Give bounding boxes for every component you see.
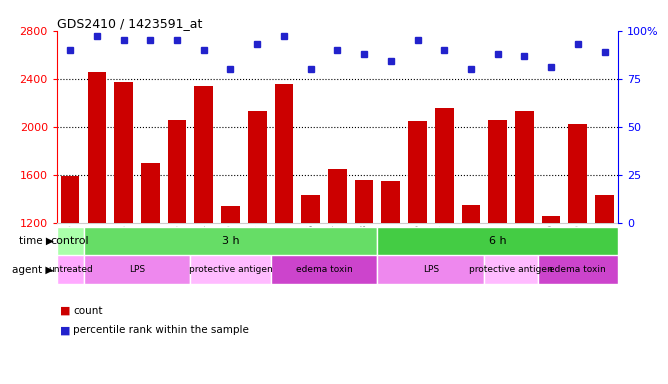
Bar (114, 82, 133, 367)
Bar (488, 119, 507, 367)
Bar (381, 181, 400, 367)
Bar (542, 215, 560, 367)
Bar (408, 121, 427, 367)
Text: percentile rank within the sample: percentile rank within the sample (73, 325, 249, 335)
Bar (301, 195, 320, 367)
Bar (595, 195, 614, 367)
Text: ■: ■ (60, 306, 71, 316)
Bar (221, 206, 240, 367)
Text: LPS: LPS (423, 265, 439, 274)
Bar (377, 255, 484, 284)
Bar (271, 255, 377, 284)
Bar (538, 255, 618, 284)
Bar (57, 255, 84, 284)
Bar (61, 176, 79, 367)
Text: edema toxin: edema toxin (296, 265, 352, 274)
Bar (194, 86, 213, 367)
Bar (88, 71, 106, 367)
Bar (84, 255, 190, 284)
Bar (141, 163, 160, 367)
Bar (435, 108, 454, 367)
Bar (355, 180, 373, 367)
Text: time ▶: time ▶ (19, 236, 53, 246)
Bar (248, 111, 267, 367)
Bar (568, 124, 587, 367)
Bar (57, 227, 84, 255)
Bar (168, 119, 186, 367)
Text: agent ▶: agent ▶ (12, 265, 53, 275)
Text: count: count (73, 306, 103, 316)
Bar (515, 111, 534, 367)
Text: protective antigen: protective antigen (469, 265, 553, 274)
Bar (275, 84, 293, 367)
Bar (484, 255, 538, 284)
Text: LPS: LPS (129, 265, 145, 274)
Text: untreated: untreated (48, 265, 92, 274)
Bar (328, 169, 347, 367)
Text: control: control (51, 236, 90, 246)
Text: protective antigen: protective antigen (188, 265, 273, 274)
Text: GDS2410 / 1423591_at: GDS2410 / 1423591_at (57, 17, 202, 30)
Bar (190, 255, 271, 284)
Bar (377, 227, 618, 255)
Text: 6 h: 6 h (489, 236, 506, 246)
Text: ■: ■ (60, 325, 71, 335)
Bar (84, 227, 377, 255)
Bar (462, 205, 480, 367)
Text: 3 h: 3 h (222, 236, 239, 246)
Text: edema toxin: edema toxin (550, 265, 606, 274)
